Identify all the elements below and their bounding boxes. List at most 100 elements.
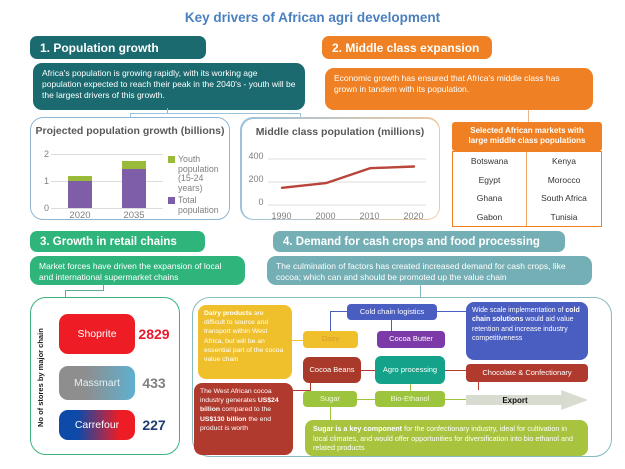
retail-axis-label: No of stores by major chain: [36, 328, 45, 428]
section3-body: Market forces have driven the expansion …: [30, 256, 245, 285]
connector-line: [292, 340, 303, 341]
x-tick: 2010: [359, 210, 380, 221]
legend-swatch-youth: [168, 156, 175, 163]
node-chocolate-confectionary: Chocolate & Confectionary: [466, 364, 588, 382]
legend-label-youth: Youth population (15-24 years): [178, 154, 219, 193]
connector-line: [330, 407, 331, 420]
table-cell: Egypt: [453, 170, 527, 189]
node-agro-processing: Agro processing: [375, 356, 445, 384]
gridline: [51, 181, 163, 182]
node-cold-chain-logistics: Cold chain logistics: [347, 304, 437, 320]
connector-line: [437, 311, 466, 312]
middle-class-chart-title: Middle class population (millions): [255, 125, 425, 138]
cocoa-note-p1: The West African cocoa industry generate…: [200, 388, 272, 405]
section3-header: 3. Growth in retail chains: [30, 231, 205, 252]
x-tick: 1990: [271, 210, 292, 221]
y-tick: 400: [248, 150, 264, 161]
connector-line: [410, 384, 411, 391]
markets-table-body: Botswana Kenya Egypt Morocco Ghana South…: [452, 150, 602, 227]
population-chart-panel: Projected population growth (billions) 2…: [30, 117, 230, 221]
y-tick: 200: [248, 173, 264, 184]
cocoa-note-p3: the end product is worth: [200, 415, 272, 432]
connector-line: [65, 290, 104, 291]
legend-item-total: Total population: [168, 195, 228, 215]
population-chart-title: Projected population growth (billions): [35, 125, 225, 137]
y-tick: 0: [258, 196, 264, 207]
connector-line: [293, 390, 310, 391]
chain-label: Massmart: [73, 377, 121, 389]
x-tick: 2000: [315, 210, 336, 221]
gridline: [51, 154, 163, 155]
node-cocoa-beans: Cocoa Beans: [303, 357, 361, 383]
sugar-note-bold: Sugar is a key component: [313, 424, 403, 433]
cocoa-note: The West African cocoa industry generate…: [194, 383, 293, 455]
section2-header: 2. Middle class expansion: [322, 36, 492, 59]
chain-label: Shoprite: [77, 328, 117, 340]
y-tick: 1: [43, 176, 49, 186]
node-dairy: Dairy: [303, 331, 358, 348]
page-title: Key drivers of African agri development: [184, 10, 441, 25]
table-cell: Morocco: [547, 174, 581, 185]
table-cell: Kenya: [551, 156, 577, 167]
dairy-note: Dairy products are difficult to source a…: [198, 305, 292, 379]
gridline: [51, 208, 163, 209]
section1-header: 1. Population growth: [30, 36, 206, 59]
middle-class-line: [280, 164, 415, 189]
cold-chain-note-p1: Wide scale implementation of: [472, 307, 566, 314]
bar-2035: [122, 160, 146, 208]
section4-header: 4. Demand for cash crops and food proces…: [273, 231, 565, 252]
legend-swatch-total: [168, 197, 175, 204]
connector-line: [130, 113, 131, 118]
connector-line: [300, 113, 301, 118]
x-tick: 2035: [123, 210, 145, 221]
connector-line: [130, 113, 300, 114]
x-tick: 2020: [403, 210, 424, 221]
connector-line: [65, 290, 66, 297]
chain-value-massmart: 433: [142, 375, 166, 391]
sugar-note-rest: for the confectionary industry, ideal fo…: [313, 424, 573, 453]
legend-item-youth: Youth population (15-24 years): [168, 154, 228, 193]
y-tick: 2: [43, 149, 49, 159]
table-cell: Gabon: [453, 207, 527, 226]
middle-class-line-chart: [267, 158, 426, 205]
section4-body: The culmination of factors has created i…: [267, 256, 592, 285]
chain-chip-carrefour: Carrefour: [59, 410, 135, 440]
connector-line: [445, 370, 456, 371]
middle-class-chart-panel: Middle class population (millions) 400 2…: [240, 117, 440, 221]
dairy-note-rest: are difficult to source and transport wi…: [204, 310, 284, 363]
x-tick: 2020: [69, 210, 91, 221]
chain-label: Carrefour: [74, 419, 120, 431]
connector-line: [445, 399, 466, 400]
cocoa-note-b1: US$24 billion: [200, 397, 279, 414]
cold-chain-note-p2: would aid value retention and increase i…: [472, 316, 574, 343]
cold-chain-note: Wide scale implementation of cold chain …: [466, 302, 588, 360]
connector-line: [330, 311, 331, 331]
connector-line: [167, 108, 168, 114]
connector-line: [310, 383, 311, 391]
connector-line: [391, 320, 392, 331]
value-chain-panel: [192, 297, 612, 457]
table-cell: Tunisia: [550, 211, 578, 222]
population-x-labels: 2020 2035: [53, 210, 161, 221]
sugar-note: Sugar is a key component for the confect…: [305, 420, 588, 456]
section2-body: Economic growth has ensured that Africa'…: [325, 68, 593, 110]
node-bio-ethanol: Bio-Ethanol: [375, 391, 445, 407]
connector-line: [478, 382, 479, 390]
table-cell: Ghana: [453, 188, 527, 208]
chain-value-carrefour: 227: [142, 417, 166, 433]
retail-stores-panel: No of stores by major chain Shoprite 282…: [30, 297, 180, 455]
legend-label-total: Total population: [178, 195, 219, 215]
chain-value-shoprite: 2829: [138, 326, 170, 342]
population-bar-plot: [53, 154, 161, 208]
population-legend: Youth population (15-24 years) Total pop…: [168, 154, 228, 218]
y-tick: 0: [43, 203, 49, 213]
markets-table: Selected African markets with large midd…: [452, 122, 602, 227]
connector-line: [361, 370, 375, 371]
connector-line: [330, 311, 347, 312]
section1-body: Africa's population is growing rapidly, …: [33, 63, 305, 110]
cocoa-note-b2: US$130 billion: [200, 415, 247, 423]
export-arrow: Export: [466, 390, 588, 410]
connector-line: [528, 110, 529, 122]
markets-table-header: Selected African markets with large midd…: [452, 122, 602, 151]
